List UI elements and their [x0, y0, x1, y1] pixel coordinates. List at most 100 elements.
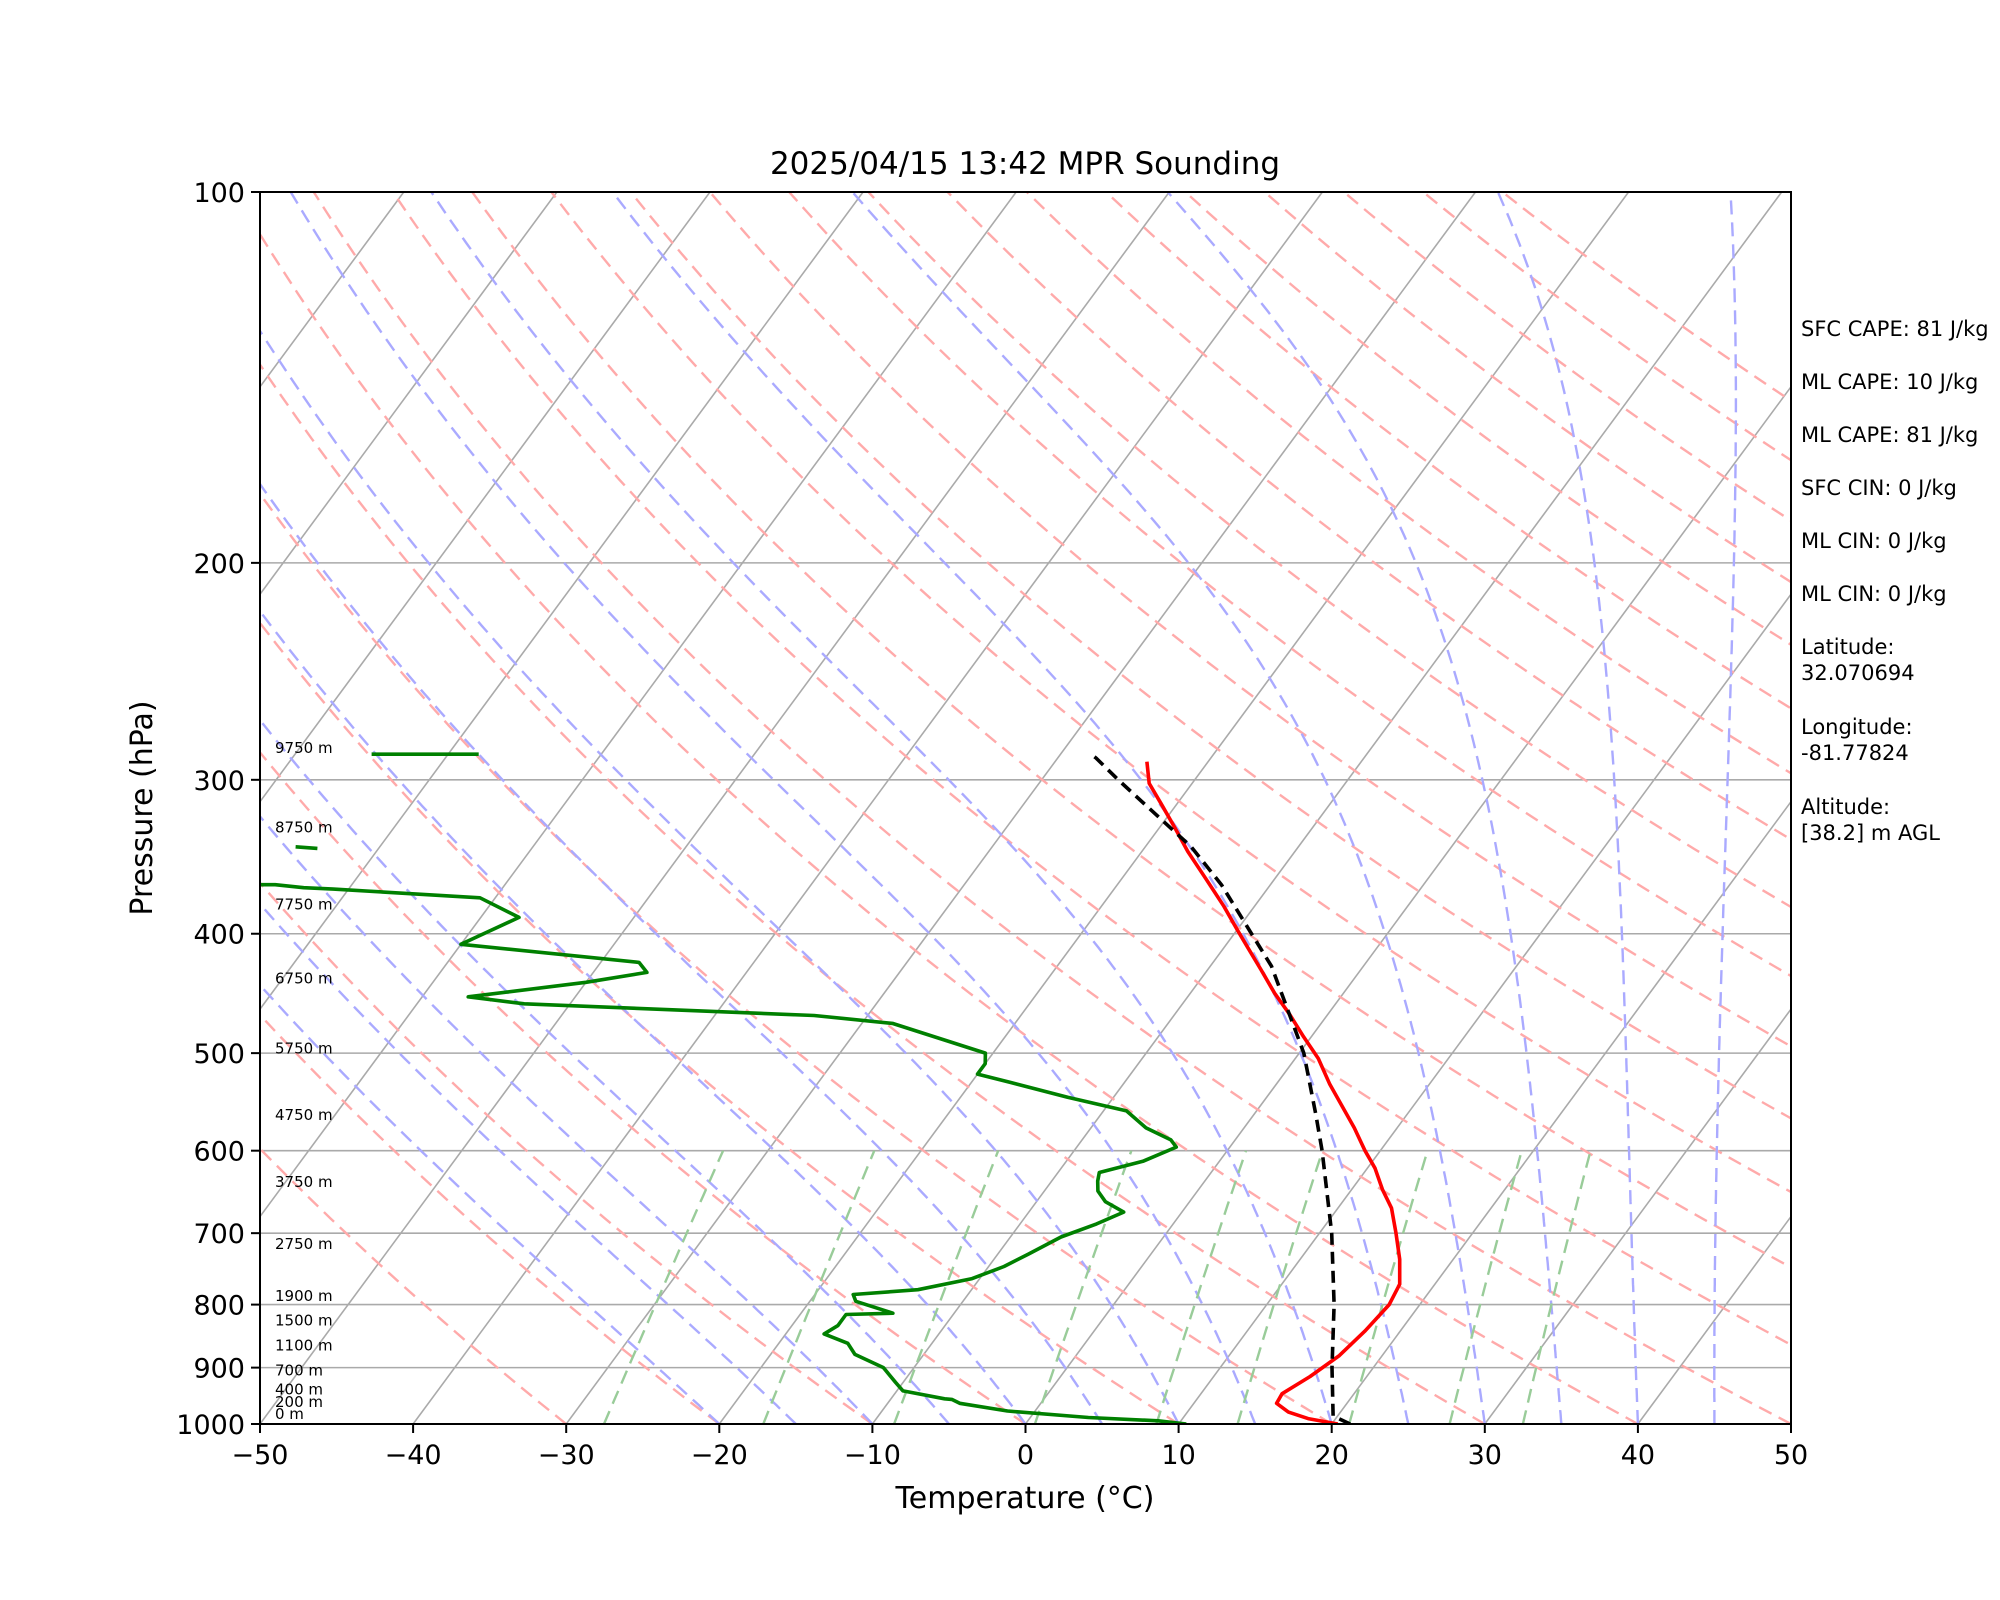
isotherm-line [1637, 1215, 1791, 1424]
dry-adiabat-line [1184, 192, 1791, 647]
isotherm-line [412, 192, 1324, 1424]
mixing-ratio-line [1033, 1150, 1133, 1424]
isotherm-line [260, 192, 1017, 1218]
altitude-block: Altitude: [38.2] m AGL [1801, 794, 2000, 874]
isotherm-line [1024, 385, 1791, 1424]
chart-title: 2025/04/15 13:42 MPR Sounding [770, 146, 1280, 182]
height-label: 3750 m [275, 1173, 333, 1191]
stat-ml-cin-2: ML CIN: 0 J/kg [1801, 582, 1947, 606]
isotherm-line [1331, 800, 1791, 1424]
isotherm-line [260, 192, 711, 804]
dry-adiabat-line [260, 362, 1486, 1424]
y-ticks: 1000 900 800 700 600 500 400 300 200 100 [176, 178, 260, 1441]
series-line-1 [260, 882, 1187, 1424]
longitude-value: -81.77824 [1801, 741, 1909, 765]
y-tick-label: 200 [193, 549, 245, 580]
height-label: 200 m [275, 1393, 323, 1411]
mixing-ratio-line [1448, 1150, 1523, 1424]
latitude-value: 32.070694 [1801, 661, 1915, 685]
x-tick-label: −30 [538, 1440, 595, 1471]
height-label: 0 m [275, 1405, 304, 1423]
dry-adiabat-line [1026, 192, 1791, 775]
moist-adiabat-line [260, 609, 1027, 1424]
moist-adiabat-line [260, 718, 950, 1424]
longitude-label: Longitude: [1801, 715, 1913, 739]
dry-adiabat-line [260, 491, 1333, 1424]
height-label: 400 m [275, 1380, 323, 1398]
height-label: 1500 m [275, 1312, 333, 1330]
dry-adiabat-line [471, 192, 1791, 1269]
y-tick-label: 700 [193, 1219, 245, 1250]
dry-adiabat-line [260, 750, 1027, 1424]
longitude-block: Longitude: -81.77824 [1801, 714, 2000, 794]
dry-adiabat-line [946, 192, 1791, 841]
moist-adiabat-line [260, 902, 797, 1424]
x-axis-label: Temperature (°C) [895, 1481, 1155, 1516]
moist-adiabat-line [1713, 192, 1738, 1424]
latitude-block: Latitude: 32.070694 [1801, 634, 2000, 714]
stat-ml-cape: ML CAPE: 10 J/kg [1801, 370, 1979, 394]
x-ticks: −50 −40 −30 −20 −10 0 10 20 30 40 50 [232, 1424, 1808, 1471]
y-tick-label: 100 [193, 178, 245, 209]
series-line-4 [1089, 752, 1351, 1424]
height-label: 9750 m [275, 739, 333, 757]
height-label: 8750 m [275, 818, 333, 836]
moist-adiabat-line [289, 192, 1257, 1424]
height-label: 1100 m [275, 1337, 333, 1355]
isotherm-line [260, 192, 864, 1011]
y-tick-label: 300 [193, 766, 245, 797]
moist-adiabat-line [260, 983, 721, 1424]
height-label: 1900 m [275, 1287, 333, 1305]
series-layer [260, 752, 1402, 1424]
x-tick-label: 0 [1017, 1440, 1034, 1471]
moist-adiabat-line [1166, 192, 1563, 1424]
x-tick-label: −40 [385, 1440, 442, 1471]
dry-adiabat-line [788, 192, 1791, 978]
stat-sfc-cin: SFC CIN: 0 J/kg [1801, 476, 1957, 500]
mixing-ratio-line [1348, 1150, 1429, 1424]
x-tick-label: 20 [1315, 1440, 1349, 1471]
stat-ml-cape-2: ML CAPE: 81 J/kg [1801, 423, 1979, 447]
dry-adiabat-line [708, 192, 1791, 1048]
moist-adiabat-line [851, 192, 1486, 1424]
mixing-ratio-line [1155, 1150, 1248, 1424]
reference-lines [260, 192, 1791, 1424]
y-tick-label: 800 [193, 1291, 245, 1322]
moist-adiabat-line [1496, 192, 1640, 1424]
stat-ml-cin: ML CIN: 0 J/kg [1801, 529, 1947, 553]
moist-adiabat-line [430, 192, 1333, 1424]
x-tick-label: 30 [1468, 1440, 1502, 1471]
dry-adiabat-line [260, 232, 1639, 1424]
x-tick-label: 10 [1161, 1440, 1195, 1471]
height-label: 4750 m [275, 1106, 333, 1124]
isotherm-line [1484, 1007, 1791, 1424]
mixing-ratio-line [892, 1150, 1000, 1424]
dry-adiabat-line [260, 621, 1180, 1424]
series-line-2 [295, 845, 318, 851]
isotherm-line [718, 192, 1630, 1424]
y-tick-label: 600 [193, 1137, 245, 1168]
sounding-stats-panel: SFC CAPE: 81 J/kg ML CAPE: 10 J/kg ML CA… [1801, 316, 2000, 874]
mixing-ratio-line [762, 1150, 876, 1424]
isotherm-line [565, 192, 1477, 1424]
dry-adiabat-line [1343, 192, 1791, 523]
isotherm-line [260, 192, 1170, 1424]
x-tick-label: −10 [844, 1440, 901, 1471]
dry-adiabat-line [391, 192, 1791, 1347]
x-tick-label: 40 [1621, 1440, 1655, 1471]
stat-sfc-cape: SFC CAPE: 81 J/kg [1801, 317, 1989, 341]
isotherm-line [871, 192, 1783, 1424]
series-line-0 [1145, 761, 1402, 1424]
dry-adiabat-line [1422, 192, 1791, 462]
dry-adiabat-line [260, 881, 874, 1424]
y-tick-label: 400 [193, 920, 245, 951]
y-tick-label: 1000 [176, 1410, 245, 1441]
mixing-ratio-line [602, 1150, 725, 1424]
x-tick-label: −20 [691, 1440, 748, 1471]
dry-adiabat-line [260, 1146, 567, 1424]
mixing-ratio-line [1521, 1150, 1592, 1424]
moist-adiabat-line [260, 814, 874, 1424]
x-tick-label: −50 [232, 1440, 289, 1471]
y-axis-label: Pressure (hPa) [125, 700, 160, 915]
